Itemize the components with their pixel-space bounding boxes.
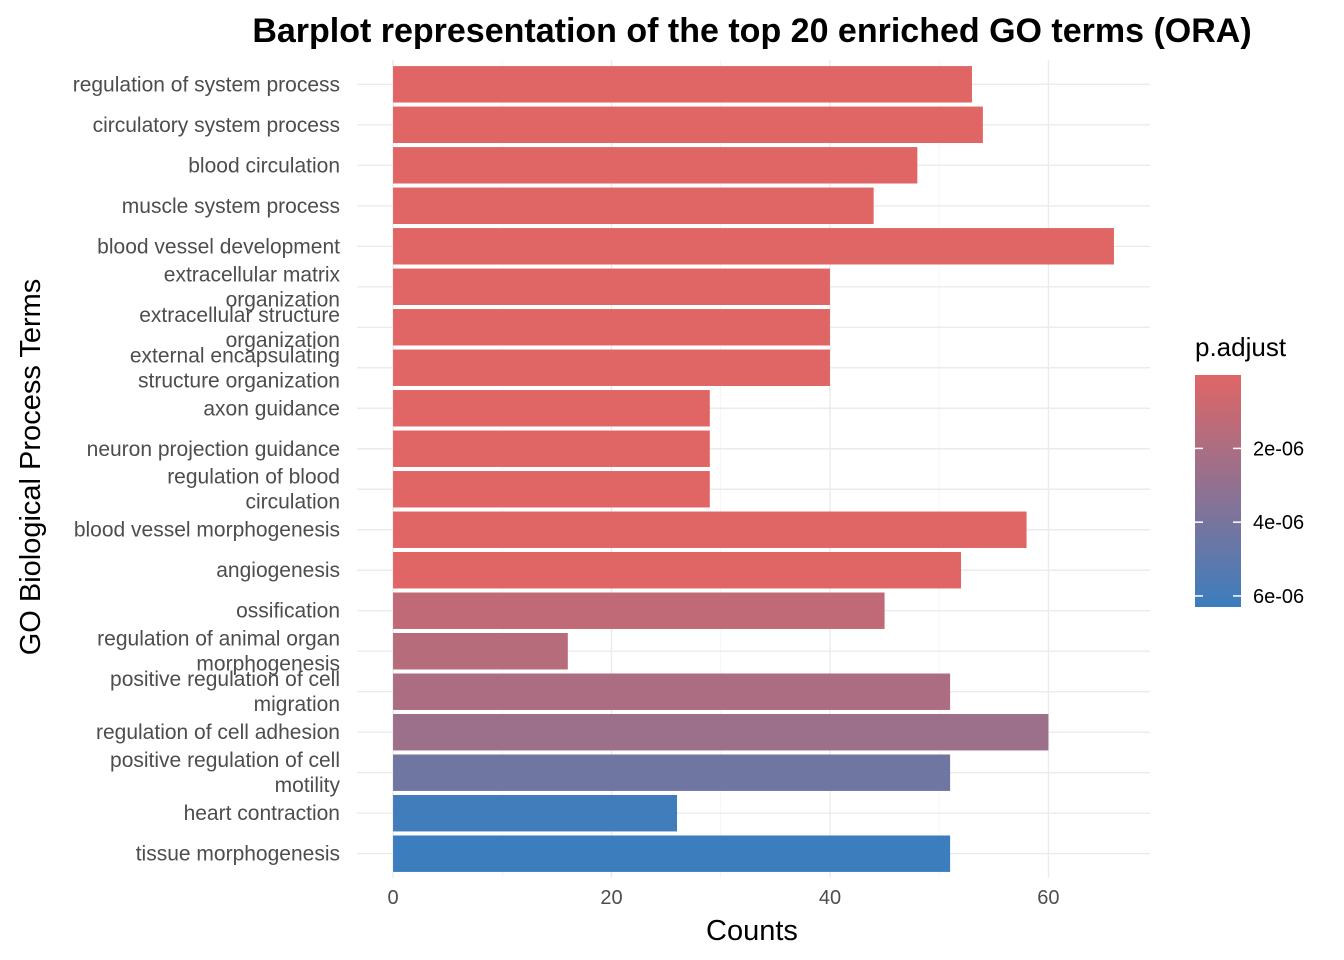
y-tick-label: regulation of cell adhesion	[96, 721, 340, 744]
bar	[393, 147, 918, 184]
legend-tick-label: 2e-06	[1253, 438, 1304, 460]
y-tick-labels: regulation of system process circulatory …	[73, 73, 341, 865]
y-tick-label: heart contraction	[184, 802, 340, 825]
bar	[393, 633, 568, 670]
y-tick-label: regulation of blood circulation	[167, 466, 340, 514]
y-tick-label: positive regulation of cell migration	[110, 668, 340, 716]
legend: p.adjust 2e-06 4e-06 6e-06	[1195, 332, 1304, 608]
bar	[393, 66, 972, 103]
y-tick-label: circulatory system process	[93, 114, 340, 137]
x-tick-label: 40	[819, 887, 841, 909]
x-tick-label: 0	[387, 887, 398, 909]
y-tick-label: axon guidance	[203, 397, 340, 420]
bar	[393, 673, 951, 710]
bar	[393, 187, 874, 225]
bar	[393, 471, 710, 508]
bars	[393, 66, 1114, 872]
bar	[393, 713, 1049, 751]
y-tick-label: angiogenesis	[216, 559, 340, 582]
legend-colorbar	[1195, 375, 1241, 607]
x-tick-labels: 0 20 40 60	[387, 887, 1059, 909]
chart-title: Barplot representation of the top 20 enr…	[252, 12, 1251, 50]
bar	[393, 390, 710, 427]
bar	[393, 754, 951, 791]
y-tick-label: neuron projection guidance	[87, 438, 340, 461]
bar	[393, 511, 1027, 548]
legend-ticks: 2e-06 4e-06 6e-06	[1195, 438, 1304, 608]
y-tick-label: extracellular matrix organization	[164, 263, 341, 311]
bar	[393, 228, 1114, 265]
y-tick-label: blood circulation	[188, 154, 340, 177]
y-tick-label: extracellular structure organization	[139, 304, 340, 352]
x-tick-label: 60	[1037, 887, 1059, 909]
bar	[393, 309, 830, 346]
bar	[393, 430, 710, 467]
bar	[393, 268, 830, 305]
bar	[393, 592, 885, 629]
y-tick-label: muscle system process	[122, 195, 340, 218]
y-axis-title: GO Biological Process Terms	[15, 279, 47, 656]
y-tick-label: regulation of system process	[73, 73, 340, 96]
y-tick-label: blood vessel development	[97, 235, 340, 258]
bar	[393, 794, 678, 832]
y-tick-label: external encapsulating structure organiza…	[130, 344, 340, 392]
y-tick-label: tissue morphogenesis	[136, 843, 340, 866]
bar	[393, 349, 830, 386]
bar	[393, 106, 983, 144]
y-tick-label: positive regulation of cell motility	[110, 749, 340, 797]
legend-tick-label: 6e-06	[1253, 586, 1304, 608]
legend-title: p.adjust	[1195, 332, 1287, 362]
bar	[393, 552, 962, 589]
y-tick-label: blood vessel morphogenesis	[74, 519, 340, 542]
x-tick-label: 20	[600, 887, 622, 909]
y-tick-label: regulation of animal organ morphogenesis	[97, 628, 340, 676]
y-tick-label: ossification	[236, 600, 340, 623]
x-axis-title: Counts	[706, 915, 798, 947]
bar	[393, 835, 951, 872]
legend-tick-label: 4e-06	[1253, 512, 1304, 534]
